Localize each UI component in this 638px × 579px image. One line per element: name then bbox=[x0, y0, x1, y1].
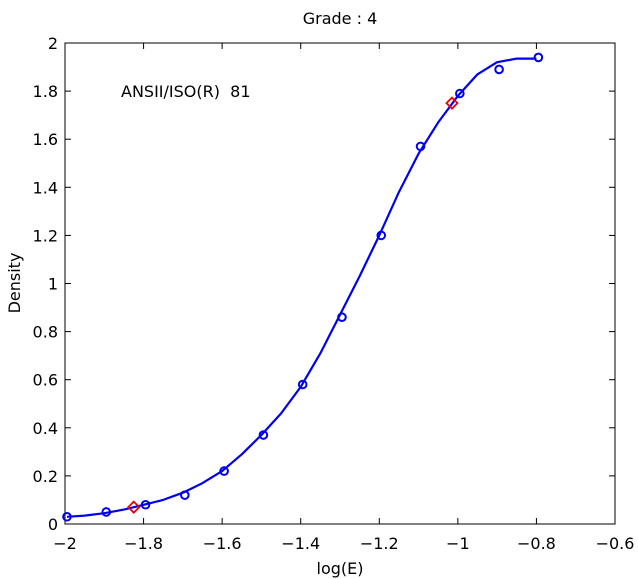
y-tick-label: 0.8 bbox=[33, 323, 58, 342]
y-tick-label: 1 bbox=[48, 275, 58, 294]
y-tick-label: 0.6 bbox=[33, 371, 58, 390]
measured-point bbox=[415, 141, 426, 152]
measured-point bbox=[101, 507, 112, 517]
y-tick-label: 0 bbox=[48, 515, 58, 534]
measured-point bbox=[337, 312, 347, 322]
reference-point bbox=[445, 96, 459, 110]
y-tick-label: 1.4 bbox=[33, 178, 58, 197]
reference-point bbox=[126, 500, 141, 514]
axis-tick-labels: −2 −1.8 −1.6 −1.4 −1.2 −1 −0.8 −0.6 0 0.2 0.4 0.6 0.… bbox=[33, 34, 635, 553]
y-tick-label: 1.8 bbox=[33, 82, 58, 101]
chart-title: Grade : 4 bbox=[303, 9, 378, 28]
measured-point bbox=[494, 64, 504, 75]
y-tick-label: 0.4 bbox=[33, 419, 58, 438]
x-tick-label: −2 bbox=[53, 534, 77, 553]
plot-area bbox=[64, 42, 616, 525]
x-tick-label: −1.6 bbox=[203, 534, 242, 553]
series-layer bbox=[62, 52, 544, 522]
axis-ticks bbox=[64, 42, 616, 525]
x-tick-label: −0.6 bbox=[596, 534, 635, 553]
measured-point bbox=[258, 430, 269, 440]
x-tick-label: −0.8 bbox=[517, 534, 556, 553]
measured-point bbox=[297, 379, 308, 390]
y-tick-label: 0.2 bbox=[33, 467, 58, 486]
measured-point bbox=[140, 499, 151, 510]
measured-point bbox=[180, 490, 190, 500]
y-tick-label: 1.6 bbox=[33, 130, 58, 149]
x-tick-label: −1.4 bbox=[281, 534, 320, 553]
x-tick-label: −1.8 bbox=[124, 534, 163, 553]
measured-point bbox=[376, 230, 387, 241]
x-tick-label: −1 bbox=[446, 534, 470, 553]
y-tick-label: 2 bbox=[48, 34, 58, 53]
chart-annotation: ANSII/ISO(R) 81 bbox=[121, 82, 251, 101]
measured-point bbox=[455, 88, 465, 99]
measured-point bbox=[533, 52, 544, 63]
x-axis-label: log(E) bbox=[317, 559, 364, 578]
y-tick-label: 1.2 bbox=[33, 226, 58, 245]
measured-point bbox=[219, 466, 229, 476]
measured-point bbox=[62, 511, 72, 522]
x-tick-label: −1.2 bbox=[360, 534, 399, 553]
y-axis-label: Density bbox=[5, 253, 24, 314]
